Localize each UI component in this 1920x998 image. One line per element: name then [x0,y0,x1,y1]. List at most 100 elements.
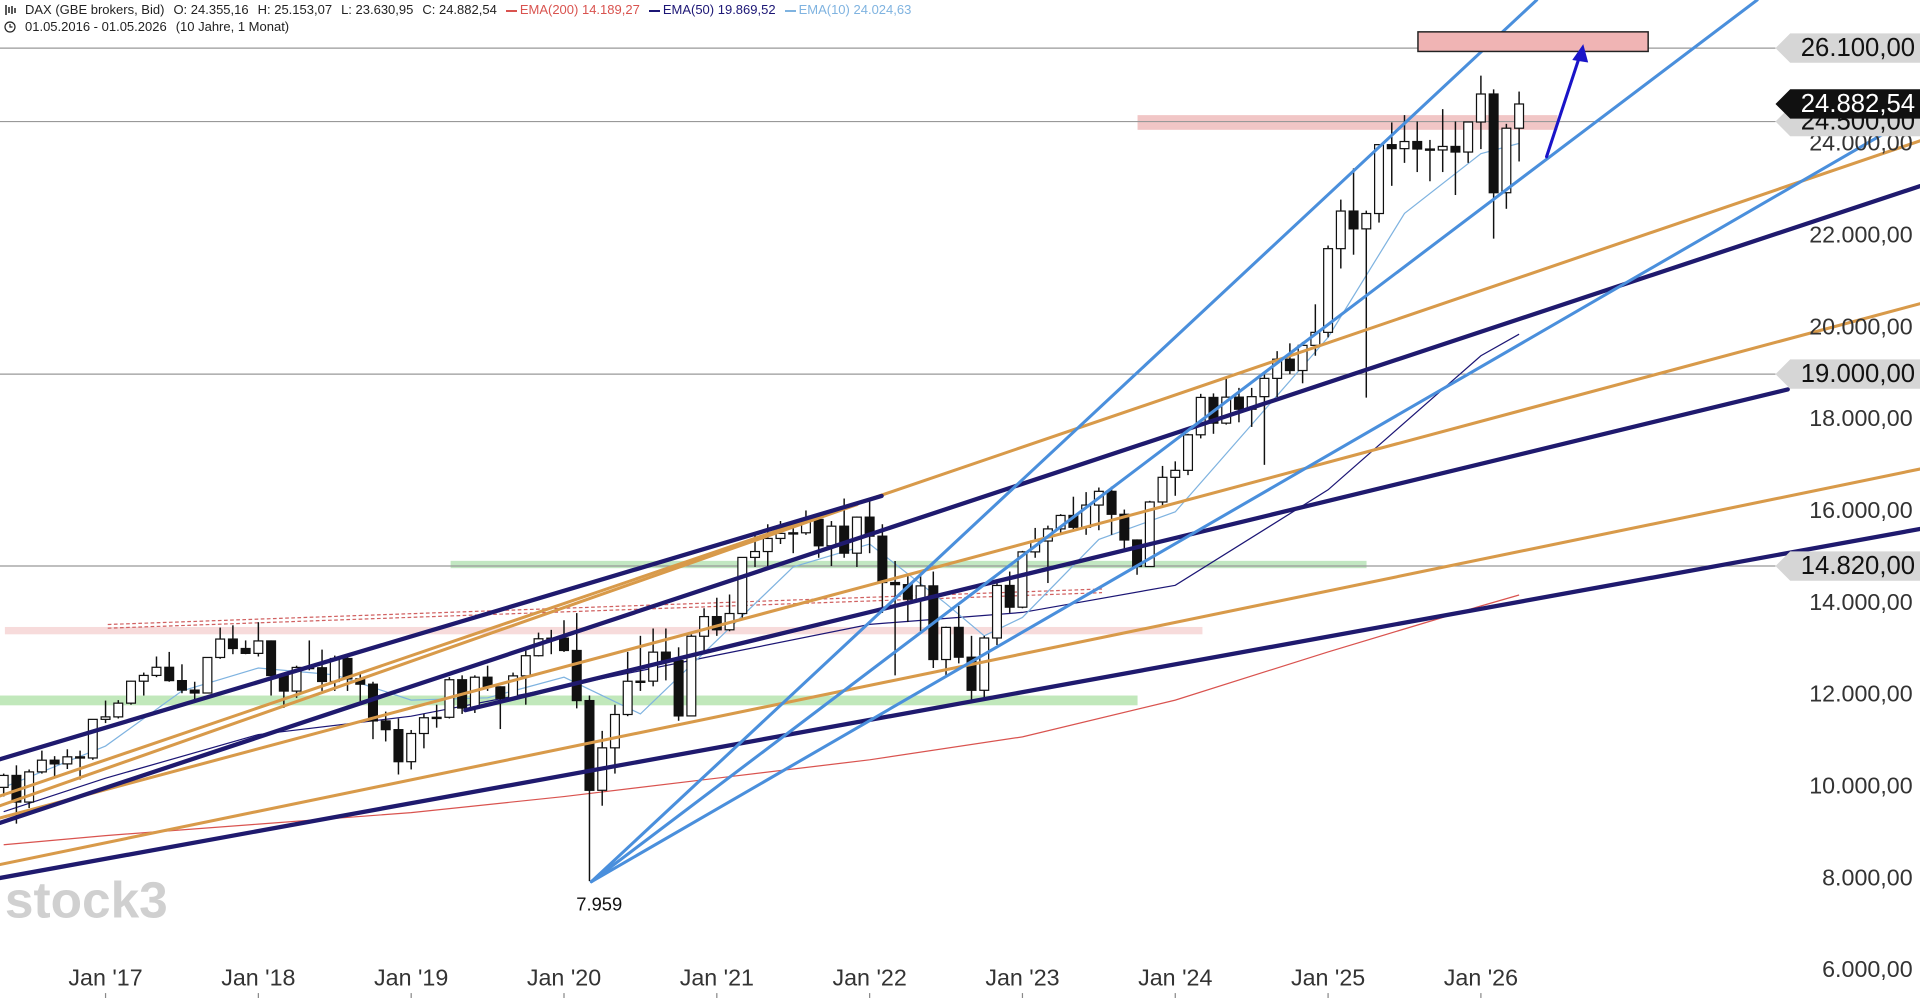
candle-body [750,550,761,559]
candle-body [1488,93,1499,194]
candle-body [495,686,506,699]
trendline [0,502,859,808]
trendline [0,526,1920,881]
candle-body [635,680,646,683]
candle-body [711,615,722,631]
annotation: 7.959 [576,893,622,914]
candle-body [49,759,60,765]
level-tag: 26.100,00 [1801,34,1915,62]
candle-body [966,656,977,691]
candle-body [1361,212,1372,230]
arrow-head [1572,44,1589,63]
legend-item: EMA(200) 14.189,27 [505,1,640,18]
candle-body [1424,148,1435,151]
candle-body [189,689,200,694]
candle-body [699,615,710,637]
x-tick-label: Jan '18 [221,965,295,991]
candle-body [941,626,952,661]
candle-body [826,525,837,547]
trendline [463,387,1790,713]
data-marks [0,75,1525,882]
trendline [0,493,884,762]
candle-body [1195,396,1206,436]
candle-body [1182,434,1194,471]
candle-body [1323,248,1334,333]
candle-body [609,713,620,749]
candle-body [253,640,264,654]
candle-body [151,666,162,677]
candle-body [1259,377,1270,398]
candle-body [762,537,773,553]
candle-body [138,674,149,682]
candle-body [788,532,799,535]
zones [0,115,1558,706]
x-tick-label: Jan '25 [1291,965,1365,991]
candle-body [953,626,964,658]
candle-body [164,666,175,682]
support-zone [0,695,1138,706]
ohlc-value: O: 24.355,16 [173,2,249,17]
candle-body [87,718,98,759]
x-tick-label: Jan '26 [1444,965,1518,991]
candle-body [584,699,595,791]
trendline [0,139,1920,798]
header-row: 01.05.2016 - 01.05.2026 (10 Jahre, 1 Mon… [4,18,911,35]
candle-body [1144,501,1155,568]
header-row: DAX (GBE brokers, Bid) O: 24.355,16 H: 2… [4,1,911,18]
trendlines [0,0,1920,884]
resistance-zone [4,626,1203,635]
x-tick-label: Jan '19 [374,965,448,991]
candle-body [673,659,684,717]
legend-label: EMA(10) [798,2,850,17]
level-tag-bg [1775,33,1920,63]
y-tick-label: 14.000,00 [1809,589,1913,615]
candle-body [0,774,9,788]
legend-item: EMA(10) 24.024,63 [784,1,911,18]
span: (10 Jahre, 1 Monat) [175,19,290,34]
candle-body [215,638,226,659]
candle-body [227,638,238,650]
y-tick-label: 12.000,00 [1809,681,1913,707]
candle-body [991,584,1002,639]
candle-body [1119,513,1130,541]
instrument: DAX (GBE brokers, Bid) [25,2,165,17]
candle-body [431,716,442,720]
current-price-tag: 24.882,54 [1801,90,1915,118]
candle-body [1412,140,1423,150]
trendline [589,0,1759,884]
candle-body [1284,358,1295,372]
candle-body [418,717,429,735]
candle-body [775,532,786,540]
ema-line [3,594,1520,846]
legend-value: 14.189,27 [581,2,640,17]
candle-body [1170,469,1181,478]
trendline [0,184,1920,826]
ohlc-value: C: 24.882,54 [422,2,497,17]
legend-item: EMA(50) 19.869,52 [648,1,776,18]
candle-body [278,674,289,692]
candle-body [1475,93,1486,123]
y-tick-label: 16.000,00 [1809,497,1913,523]
level-tag: 19.000,00 [1801,360,1915,388]
candle-body [1399,140,1410,150]
y-tick-label: 18.000,00 [1809,405,1913,431]
y-tick-label: 10.000,00 [1809,773,1913,799]
candle-body [890,581,901,586]
ohlc-value: H: 25.153,07 [257,2,333,17]
candle-body [813,518,824,547]
clock-icon [4,20,16,33]
candle-body [266,640,277,677]
candle-body [1386,144,1397,150]
candle-body [1157,476,1168,503]
target-arrow [1545,54,1582,159]
candle-body [1106,490,1117,515]
candle-body [1348,210,1359,230]
ema-line [3,333,1520,813]
legend-swatch [505,9,517,12]
candle-body [686,635,697,717]
candle-body [75,756,86,759]
candle-body [240,647,251,654]
candle-body [393,729,404,763]
target-zone [1417,31,1649,53]
